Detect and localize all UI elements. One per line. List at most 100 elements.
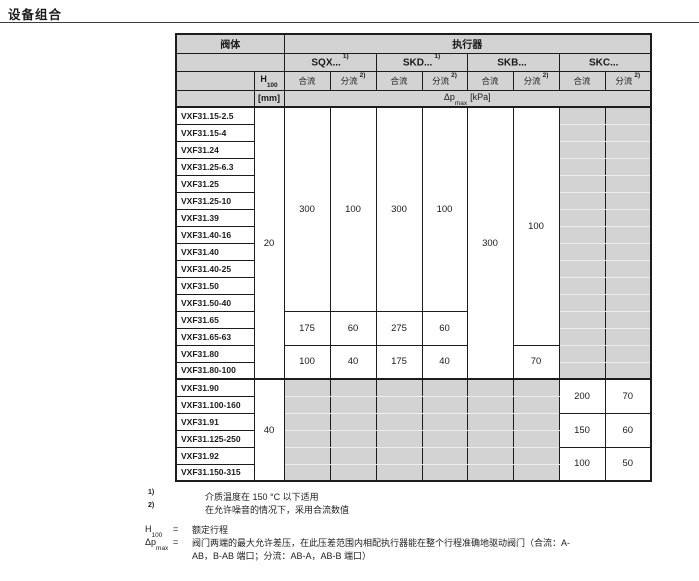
valve-row-name: VXF31.80 [175,344,255,363]
disabled-cell [421,412,468,431]
dpmax-unit-header: Δpmax[kPa] [283,89,652,108]
valve-row-name: VXF31.65-63 [175,327,255,346]
disabled-cell [558,242,606,261]
disabled-cell [466,395,514,414]
disabled-cell [283,446,331,465]
footnote-text: 在允许噪音的情况下，采用合流数值 [205,505,350,515]
valve-row-name: VXF31.92 [175,446,255,465]
valve-row-name: VXF31.15-4 [175,123,255,142]
footnote-ref-icon: 2) [634,71,641,79]
h100-value: 40 [253,378,285,482]
disabled-cell [604,361,652,380]
valve-row-name: VXF31.40-25 [175,259,255,278]
disabled-cell [558,174,606,193]
footnote-marker: 1) [148,489,155,496]
footnote-ref-icon: 2) [359,71,366,79]
legend-definition-line: AB，B-AB 端口；分流：AB-A，AB-B 端口） [192,551,372,561]
legend-term: Δpmax [145,537,169,552]
skd-converge-value: 275 [375,310,423,346]
equals-sign: = [173,524,179,534]
disabled-cell [512,412,560,431]
legend-definition: 额定行程 [192,525,229,535]
disabled-cell [512,395,560,414]
disabled-cell [558,157,606,176]
h100-header: H100 [253,70,285,91]
footnote-ref-icon: 2) [451,71,457,79]
skb-divide-value: 100 [512,106,560,346]
disabled-cell [604,191,652,210]
disabled-cell [512,463,560,482]
mm-unit-header: [mm] [253,89,285,108]
disabled-cell [558,106,606,125]
valve-row-name: VXF31.100-160 [175,395,255,414]
actuator-group-skb: SKB... [466,52,560,72]
disabled-cell [466,463,514,482]
disabled-cell [558,344,606,363]
disabled-cell [329,395,377,414]
disabled-cell [558,191,606,210]
disabled-cell [604,140,652,159]
footnote-1: 1) 介质温度在 150 °C 以下适用 [0,489,699,502]
disabled-cell [466,378,514,397]
footnote-marker: 2) [148,502,155,509]
disabled-cell [283,395,331,414]
converge-header: 合流 [466,70,514,91]
skd-divide-value: 100 [421,106,468,312]
empty-header-cell [175,70,255,91]
disabled-cell [329,446,377,465]
disabled-cell [375,463,423,482]
legend-definition: 阀门两端的最大允许差压，在此压差范围内相配执行器能在整个行程准确地驱动阀门（合流… [192,537,612,563]
disabled-cell [558,293,606,312]
disabled-cell [604,208,652,227]
skd-divide-value: 60 [421,310,468,346]
disabled-cell [604,242,652,261]
disabled-cell [421,446,468,465]
valve-row-name: VXF31.39 [175,208,255,227]
disabled-cell [375,378,423,397]
disabled-cell [283,412,331,431]
valve-row-name: VXF31.25-10 [175,191,255,210]
disabled-cell [421,429,468,448]
valve-row-name: VXF31.125-250 [175,429,255,448]
disabled-cell [558,276,606,295]
disabled-cell [604,174,652,193]
valve-row-name: VXF31.25-6.3 [175,157,255,176]
disabled-cell [604,310,652,329]
disabled-cell [512,429,560,448]
disabled-cell [329,378,377,397]
actuator-header: 执行器 [283,33,652,54]
skd-divide-value: 40 [421,344,468,380]
actuator-group-sqx: SQX...1) [283,52,377,72]
disabled-cell [604,157,652,176]
valve-row-name: VXF31.25 [175,174,255,193]
disabled-cell [375,446,423,465]
legend-term: H100 [145,524,163,539]
disabled-cell [375,395,423,414]
sqx-converge-value: 300 [283,106,331,312]
valve-row-name: VXF31.50-40 [175,293,255,312]
disabled-cell [421,395,468,414]
valve-row-name: VXF31.40 [175,242,255,261]
divide-header: 分流2) [512,70,560,91]
disabled-cell [604,293,652,312]
disabled-cell [466,429,514,448]
actuator-group-skd: SKD...1) [375,52,468,72]
valve-row-name: VXF31.15-2.5 [175,106,255,125]
footnote-ref-icon: 2) [542,71,549,79]
valve-body-header: 阀体 [175,33,285,54]
converge-header: 合流 [283,70,331,91]
empty-header-cell [175,89,255,108]
h100-value: 20 [253,106,285,380]
disabled-cell [604,106,652,125]
disabled-cell [558,208,606,227]
disabled-cell [329,463,377,482]
footnote-ref-icon: 1) [434,53,441,60]
disabled-cell [466,412,514,431]
converge-header: 合流 [375,70,423,91]
empty-header-cell [175,52,285,72]
disabled-cell [329,412,377,431]
divide-header: 分流2) [329,70,377,91]
sqx-divide-value: 40 [329,344,377,380]
valve-row-name: VXF31.65 [175,310,255,329]
legend-definition-line: 阀门两端的最大允许差压，在此压差范围内相配执行器能在整个行程准确地驱动阀门（合流… [192,538,571,548]
